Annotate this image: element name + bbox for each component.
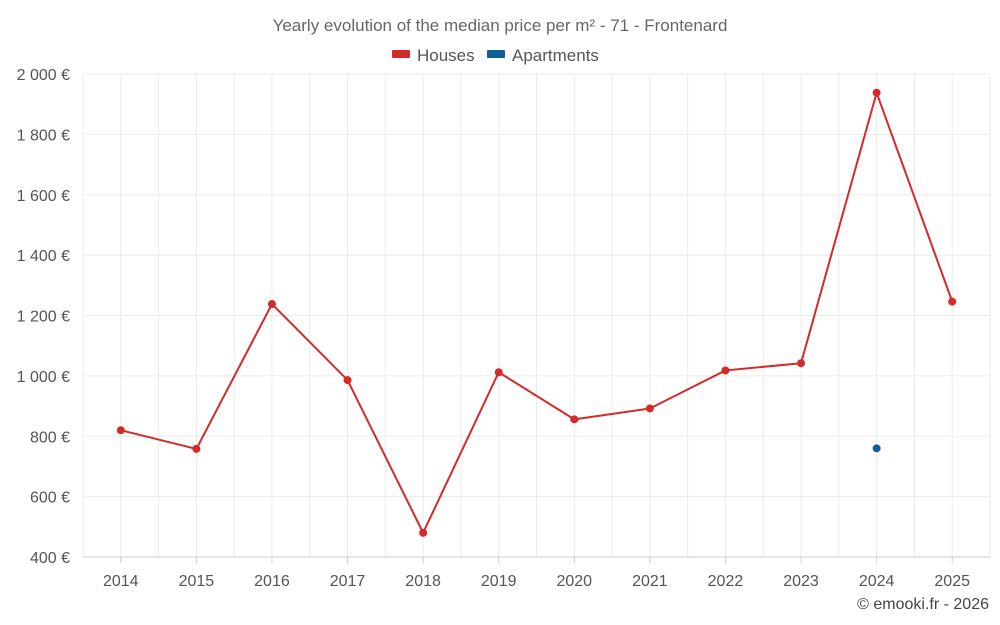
y-tick-label: 1 400 €: [17, 248, 70, 265]
y-tick-label: 1 800 €: [17, 127, 70, 144]
data-point-houses[interactable]: [797, 359, 806, 368]
x-tick-label: 2019: [481, 573, 517, 590]
data-point-houses[interactable]: [343, 376, 352, 385]
grid: [82, 73, 991, 558]
data-point-houses[interactable]: [419, 528, 428, 537]
series-line-houses: [120, 91, 954, 534]
data-point-houses[interactable]: [116, 426, 125, 435]
legend: Houses Apartments: [392, 46, 599, 65]
x-tick-label: 2020: [556, 573, 592, 590]
legend-swatch-apartments: [487, 50, 505, 58]
x-tick-label: 2025: [934, 573, 970, 590]
legend-item-apartments[interactable]: Apartments: [487, 46, 599, 65]
x-tick-label: 2022: [708, 573, 744, 590]
y-tick-label: 400 €: [30, 550, 70, 567]
chart-title: Yearly evolution of the median price per…: [273, 16, 728, 35]
x-tick-label: 2018: [405, 573, 441, 590]
x-tick-label: 2016: [254, 573, 290, 590]
data-point-houses[interactable]: [645, 404, 654, 413]
legend-swatch-houses: [392, 50, 410, 58]
x-tick-label: 2024: [859, 573, 895, 590]
y-tick-label: 600 €: [30, 490, 70, 507]
y-tick-label: 1 000 €: [17, 369, 70, 386]
data-point-houses[interactable]: [721, 366, 730, 375]
y-tick-label: 1 200 €: [17, 309, 70, 326]
y-tick-label: 2 000 €: [17, 67, 70, 84]
x-tick-label: 2017: [330, 573, 366, 590]
series: [116, 88, 957, 537]
x-tick-label: 2015: [179, 573, 215, 590]
data-point-houses[interactable]: [872, 88, 881, 97]
data-point-houses[interactable]: [948, 297, 957, 306]
axes: [83, 556, 990, 563]
legend-label-apartments: Apartments: [512, 46, 599, 65]
legend-item-houses[interactable]: Houses: [392, 46, 475, 65]
credit-text: © emooki.fr - 2026: [857, 596, 989, 613]
y-axis-ticks: 400 € 600 € 800 € 1 000 € 1 200 € 1 400 € 1 60…: [17, 67, 70, 567]
x-tick-label: 2014: [103, 573, 139, 590]
y-tick-label: 800 €: [30, 429, 70, 446]
data-point-houses[interactable]: [267, 300, 276, 309]
x-tick-label: 2023: [783, 573, 819, 590]
data-point-houses[interactable]: [494, 368, 503, 377]
x-tick-label: 2021: [632, 573, 668, 590]
data-point-houses[interactable]: [192, 444, 201, 453]
y-tick-label: 1 600 €: [17, 188, 70, 205]
legend-label-houses: Houses: [417, 46, 475, 65]
x-axis-ticks: 2014 2015 2016 2017 2018 2019 2020 2021 2022 2023…: [103, 573, 970, 590]
data-point-houses[interactable]: [570, 415, 579, 424]
data-point-apartments[interactable]: [872, 444, 881, 453]
